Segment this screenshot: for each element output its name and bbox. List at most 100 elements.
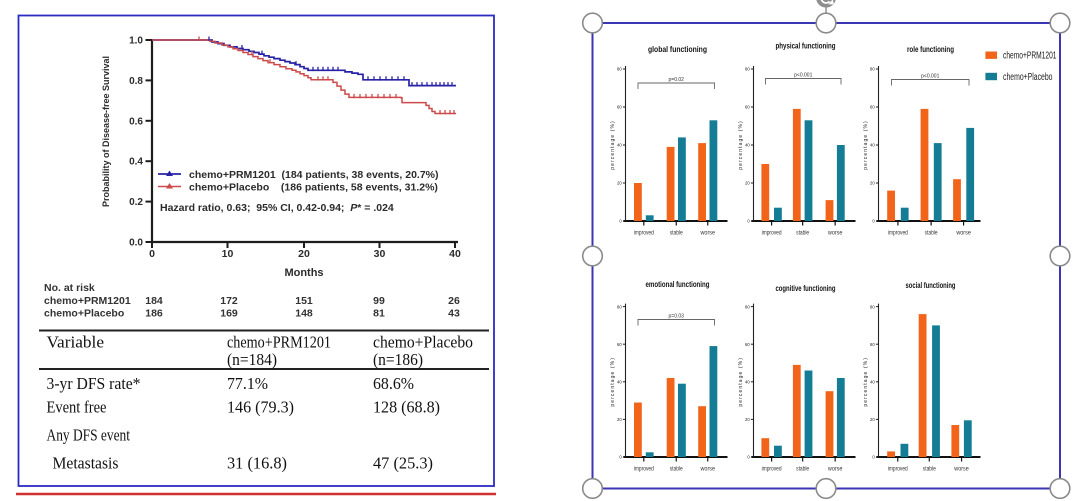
- svg-text:0.2: 0.2: [129, 197, 143, 208]
- svg-text:improved: improved: [634, 230, 654, 237]
- svg-text:(n=186): (n=186): [373, 350, 423, 369]
- svg-text:chemo+Placebo (186 patients: chemo+Placebo (186 patients, 58 events, …: [189, 182, 438, 194]
- svg-text:60: 60: [870, 342, 875, 347]
- svg-text:worse: worse: [700, 230, 715, 237]
- svg-text:p=0.03: p=0.03: [669, 314, 685, 320]
- svg-text:0: 0: [747, 455, 750, 460]
- svg-text:0: 0: [149, 248, 155, 260]
- svg-text:worse: worse: [954, 466, 969, 473]
- svg-text:60: 60: [745, 105, 750, 110]
- svg-text:186: 186: [145, 308, 163, 320]
- svg-text:20: 20: [745, 181, 750, 186]
- svg-text:80: 80: [870, 304, 875, 309]
- svg-text:40: 40: [617, 143, 622, 148]
- svg-text:80: 80: [870, 67, 875, 72]
- svg-text:60: 60: [617, 105, 622, 110]
- svg-text:p<0.001: p<0.001: [921, 74, 939, 80]
- svg-text:128 (68.8): 128 (68.8): [373, 398, 440, 417]
- svg-text:improved: improved: [888, 230, 908, 237]
- svg-text:40: 40: [745, 380, 750, 385]
- svg-text:40: 40: [617, 380, 622, 385]
- svg-text:20: 20: [870, 181, 875, 186]
- svg-text:stable: stable: [796, 230, 809, 237]
- svg-text:stable: stable: [670, 230, 683, 237]
- svg-text:emotional functioning: emotional functioning: [646, 279, 710, 289]
- svg-text:20: 20: [745, 417, 750, 422]
- svg-text:global functioning: global functioning: [648, 44, 707, 54]
- svg-text:1.0: 1.0: [129, 36, 143, 47]
- svg-text:Variable: Variable: [47, 333, 105, 352]
- svg-text:chemo+PRM1201 (184 patients,: chemo+PRM1201 (184 patients, 38 events, …: [189, 169, 439, 181]
- svg-text:20: 20: [298, 248, 310, 260]
- svg-text:role functioning: role functioning: [907, 44, 954, 54]
- svg-text:0.4: 0.4: [129, 157, 143, 168]
- svg-text:77.1%: 77.1%: [227, 374, 268, 393]
- svg-text:worse: worse: [700, 466, 715, 473]
- svg-text:percentage (%): percentage (%): [738, 357, 744, 407]
- svg-text:percentage (%): percentage (%): [863, 357, 869, 407]
- svg-text:10: 10: [222, 248, 234, 260]
- svg-text:0.0: 0.0: [129, 238, 143, 249]
- svg-text:40: 40: [870, 143, 875, 148]
- svg-text:chemo+PRM1201: chemo+PRM1201: [44, 295, 131, 307]
- svg-text:3-yr DFS rate*: 3-yr DFS rate*: [47, 374, 141, 393]
- svg-text:0: 0: [872, 219, 875, 224]
- svg-text:improved: improved: [888, 466, 908, 473]
- svg-text:improved: improved: [762, 466, 782, 473]
- svg-text:Event free: Event free: [47, 398, 107, 417]
- svg-text:184: 184: [145, 295, 163, 307]
- svg-text:146 (79.3): 146 (79.3): [227, 398, 294, 417]
- svg-text:social functioning: social functioning: [906, 280, 956, 290]
- svg-text:chemo+PRM1201: chemo+PRM1201: [227, 333, 331, 352]
- svg-text:stable: stable: [796, 466, 809, 473]
- svg-text:chemo+Placebo: chemo+Placebo: [373, 333, 473, 352]
- svg-text:Months: Months: [284, 267, 323, 279]
- svg-text:20: 20: [617, 181, 622, 186]
- svg-text:chemo+PRM1201: chemo+PRM1201: [1003, 51, 1057, 62]
- svg-text:stable: stable: [923, 466, 936, 473]
- svg-text:81: 81: [373, 308, 385, 320]
- svg-text:0: 0: [872, 455, 875, 460]
- svg-text:60: 60: [745, 342, 750, 347]
- svg-text:percentage (%): percentage (%): [610, 120, 616, 170]
- svg-text:26: 26: [448, 295, 460, 307]
- svg-text:30: 30: [374, 248, 386, 260]
- svg-text:Any DFS event: Any DFS event: [47, 426, 131, 445]
- svg-text:Metastasis: Metastasis: [53, 454, 119, 473]
- svg-text:60: 60: [617, 342, 622, 347]
- svg-text:Probability of Disease-free Su: Probability of Disease-free Survival: [101, 56, 112, 207]
- svg-text:stable: stable: [670, 466, 683, 473]
- svg-text:172: 172: [220, 295, 238, 307]
- svg-text:chemo+Placebo: chemo+Placebo: [44, 308, 124, 320]
- svg-text:p<0.001: p<0.001: [794, 73, 812, 79]
- svg-text:20: 20: [870, 417, 875, 422]
- svg-text:stable: stable: [925, 230, 938, 237]
- svg-text:cognitive functioning: cognitive functioning: [776, 283, 836, 293]
- svg-text:physical functioning: physical functioning: [776, 41, 836, 51]
- svg-text:0: 0: [619, 219, 622, 224]
- svg-text:improved: improved: [634, 466, 654, 473]
- svg-text:80: 80: [745, 67, 750, 72]
- svg-text:40: 40: [745, 143, 750, 148]
- svg-text:p=0.02: p=0.02: [669, 77, 685, 83]
- svg-text:20: 20: [617, 417, 622, 422]
- svg-text:worse: worse: [827, 466, 842, 473]
- svg-text:percentage (%): percentage (%): [863, 120, 869, 170]
- svg-text:chemo+Placebo: chemo+Placebo: [1003, 72, 1053, 83]
- svg-text:40: 40: [449, 248, 461, 260]
- svg-text:60: 60: [870, 105, 875, 110]
- svg-text:0.6: 0.6: [129, 116, 143, 127]
- svg-text:percentage (%): percentage (%): [738, 120, 744, 170]
- svg-text:percentage (%): percentage (%): [610, 357, 616, 407]
- svg-text:47 (25.3): 47 (25.3): [373, 454, 433, 473]
- svg-text:99: 99: [373, 295, 385, 307]
- svg-text:169: 169: [220, 308, 238, 320]
- svg-text:improved: improved: [762, 230, 782, 237]
- svg-text:Hazard ratio, 0.63; 95% CI, 0: Hazard ratio, 0.63; 95% CI, 0.42-0.94; P…: [160, 202, 394, 214]
- svg-text:0.8: 0.8: [129, 76, 143, 87]
- svg-text:80: 80: [617, 304, 622, 309]
- svg-text:31 (16.8): 31 (16.8): [227, 454, 287, 473]
- svg-text:0: 0: [619, 455, 622, 460]
- svg-text:0: 0: [747, 219, 750, 224]
- svg-text:(n=184): (n=184): [227, 350, 277, 369]
